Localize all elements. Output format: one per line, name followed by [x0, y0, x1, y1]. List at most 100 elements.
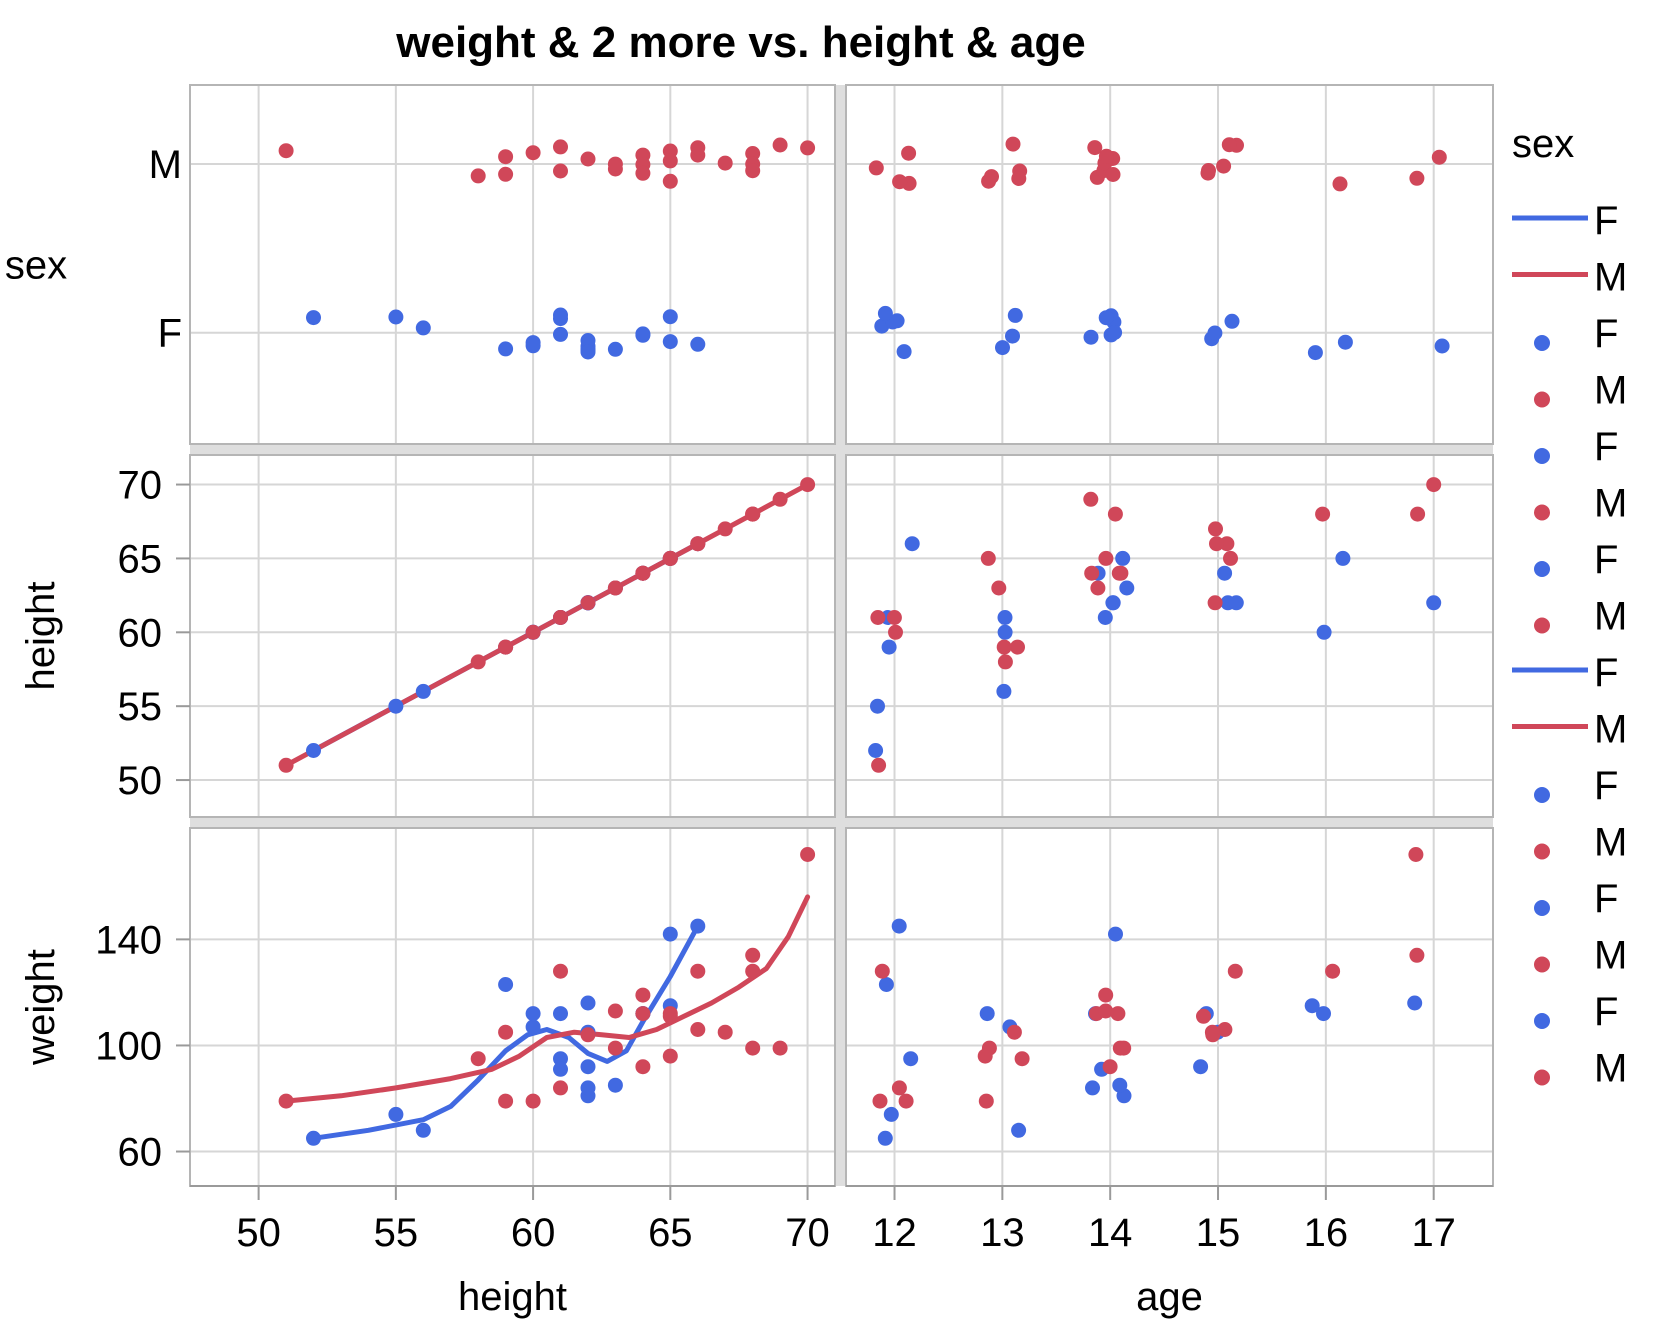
- data-point-f: [1434, 338, 1450, 354]
- data-point-f: [553, 326, 568, 342]
- data-point-f: [306, 310, 321, 326]
- data-point-m: [1005, 136, 1021, 152]
- smoother-line-F: [311, 923, 701, 1141]
- legend-point-swatch: [1534, 1069, 1550, 1086]
- data-point-m: [981, 173, 997, 189]
- data-point-f: [553, 311, 568, 327]
- data-point-m: [1409, 170, 1425, 186]
- data-point-m: [1010, 639, 1025, 655]
- data-point-f: [580, 344, 596, 360]
- data-point-f: [1335, 550, 1351, 566]
- x-tick-label: 55: [374, 1211, 419, 1255]
- data-point-f: [1193, 1059, 1209, 1075]
- legend-entry-label: M: [1594, 821, 1627, 865]
- y-tick-label: 70: [118, 464, 163, 508]
- data-point-m: [870, 610, 886, 625]
- legend-point-swatch: [1534, 391, 1550, 408]
- data-point-m: [1098, 550, 1114, 566]
- panel-separator-horizontal: [190, 817, 1493, 828]
- data-point-f: [1217, 565, 1233, 581]
- data-point-f: [607, 341, 623, 357]
- data-point-f: [1307, 345, 1323, 361]
- data-point-f: [580, 1080, 596, 1096]
- data-point-m: [580, 595, 596, 611]
- data-point-m: [772, 491, 788, 507]
- data-point-f: [979, 1006, 995, 1022]
- y-tick-label: F: [158, 312, 182, 356]
- data-point-m: [1219, 536, 1235, 552]
- data-point-f: [868, 743, 884, 758]
- data-point-m: [607, 1003, 623, 1019]
- data-point-f: [1005, 328, 1020, 344]
- x-tick-label: 65: [648, 1211, 693, 1255]
- data-point-f: [1316, 624, 1332, 640]
- data-point-f: [1085, 1080, 1100, 1096]
- data-point-f: [1097, 610, 1113, 625]
- data-point-m: [868, 160, 884, 176]
- data-point-m: [690, 963, 706, 979]
- smoother-line-M: [283, 894, 811, 1104]
- data-point-f: [878, 977, 894, 992]
- data-point-m: [1110, 1006, 1126, 1022]
- data-point-m: [278, 757, 294, 773]
- y-tick-label: 140: [95, 918, 162, 962]
- data-point-m: [977, 1048, 993, 1064]
- x-tick-label: 17: [1411, 1211, 1456, 1255]
- data-point-m: [772, 137, 788, 153]
- data-point-f: [415, 683, 431, 699]
- legend-point-swatch: [1534, 448, 1550, 464]
- data-point-f: [1105, 595, 1121, 611]
- data-point-f: [415, 1122, 431, 1138]
- data-point-f: [881, 639, 897, 655]
- data-point-m: [690, 536, 706, 552]
- data-point-m: [717, 1024, 733, 1040]
- data-point-f: [1119, 580, 1135, 596]
- data-point-m: [745, 163, 761, 179]
- data-point-f: [1098, 310, 1114, 326]
- data-point-m: [888, 624, 903, 640]
- data-point-f: [415, 320, 431, 336]
- data-point-m: [800, 477, 816, 493]
- chart-title: weight & 2 more vs. height & age: [395, 18, 1085, 67]
- data-point-m: [1205, 1027, 1221, 1043]
- y-tick-label: 100: [95, 1024, 162, 1068]
- data-point-f: [1207, 325, 1223, 341]
- data-point-f: [883, 1106, 899, 1122]
- data-point-m: [1408, 847, 1424, 862]
- data-point-m: [607, 1040, 623, 1056]
- data-point-m: [991, 580, 1007, 596]
- data-point-m: [607, 580, 623, 596]
- data-point-f: [1112, 1077, 1128, 1093]
- data-point-m: [1087, 140, 1103, 156]
- x-axis-label: age: [1136, 1275, 1203, 1319]
- x-tick-label: 14: [1088, 1211, 1133, 1255]
- y-tick-label: 65: [118, 537, 163, 581]
- data-point-m: [1431, 149, 1447, 165]
- data-point-m: [1332, 176, 1348, 192]
- data-point-m: [498, 1024, 514, 1040]
- data-point-f: [553, 1061, 568, 1077]
- data-point-f: [388, 698, 404, 714]
- data-point-f: [891, 918, 907, 934]
- legend-entry-label: M: [1594, 482, 1627, 526]
- x-tick-label: 16: [1304, 1211, 1349, 1255]
- data-point-f: [996, 683, 1012, 699]
- data-point-m: [717, 521, 733, 537]
- legend-point-swatch: [1534, 956, 1550, 973]
- data-point-m: [1410, 506, 1426, 522]
- data-point-m: [580, 1027, 596, 1043]
- data-point-m: [745, 947, 761, 963]
- data-point-f: [1228, 595, 1244, 611]
- panel-frame: [189, 827, 836, 1187]
- data-point-m: [662, 153, 678, 169]
- data-point-m: [635, 1006, 651, 1022]
- data-point-f: [690, 336, 706, 352]
- data-point-m: [1116, 1040, 1132, 1056]
- data-point-m: [745, 146, 761, 161]
- legend-entry-label: M: [1594, 595, 1627, 639]
- panel-frame: [845, 827, 1494, 1187]
- x-tick-label: 12: [872, 1211, 917, 1255]
- x-tick-label: 70: [785, 1211, 830, 1255]
- data-point-m: [580, 151, 596, 167]
